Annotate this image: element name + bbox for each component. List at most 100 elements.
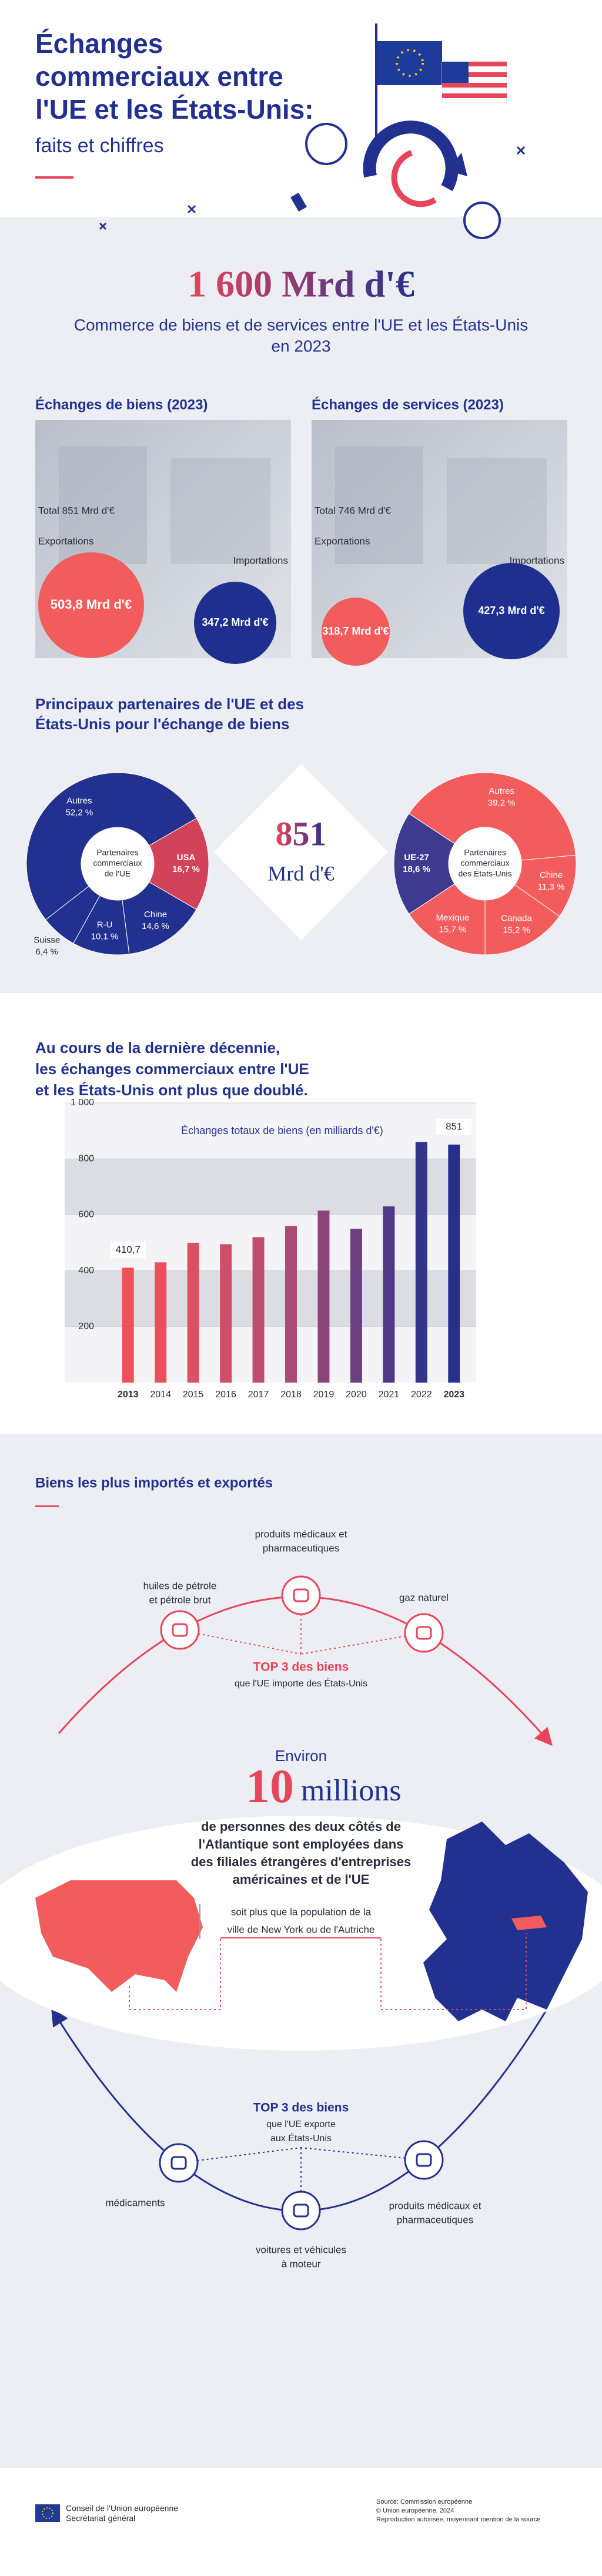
bar	[155, 1262, 167, 1383]
photo-shape	[447, 458, 547, 564]
total: Total 746 Mrd d'€	[315, 505, 391, 516]
caption-title: TOP 3 des biens	[253, 2101, 349, 2115]
footer-logo-stars	[42, 2507, 53, 2519]
icon-glyph	[170, 2156, 187, 2170]
slice-name: Canada	[501, 913, 532, 923]
plot-band	[65, 1159, 476, 1215]
center-unit: Mrd d'€	[267, 861, 334, 885]
y-tick-label: 200	[78, 1321, 94, 1331]
slice-name: UE-27	[404, 853, 429, 863]
headline-value: 1 600 Mrd d'€	[188, 263, 414, 305]
export-item: voitures et véhicules	[256, 2244, 346, 2255]
section-title: les échanges commerciaux entre l'UE	[35, 1060, 309, 1078]
exports-value: 318,7 Mrd d'€	[322, 625, 389, 637]
title: commerciaux entre	[35, 61, 283, 92]
caption: aux États-Unis	[270, 2132, 332, 2144]
jobs-text: des filiales étrangères d'entreprises	[191, 1854, 412, 1869]
eu-map	[423, 1822, 588, 2021]
icon	[281, 1575, 321, 1615]
icon	[404, 2140, 444, 2180]
pie-center-label: Partenaires	[96, 848, 139, 857]
value-label: 410,7	[115, 1244, 141, 1255]
import-item: huiles de pétrole	[143, 1580, 217, 1591]
section-title: Principaux partenaires de l'UE et des	[35, 695, 304, 713]
value-box	[436, 1118, 472, 1135]
us-map	[35, 1880, 203, 1992]
pie-hole	[81, 827, 154, 900]
pie-center-label: Partenaires	[464, 848, 506, 857]
x-tick-label: 2018	[280, 1390, 302, 1400]
accent-line	[35, 1505, 59, 1507]
austria	[511, 1916, 547, 1930]
x-tick-label: 2013	[118, 1390, 139, 1400]
section-title: et les États-Unis ont plus que doublé.	[35, 1081, 308, 1099]
pie-center-label: de l'UE	[105, 869, 131, 878]
center-value: 851	[276, 814, 327, 853]
headline-caption: en 2023	[271, 337, 330, 355]
icon	[160, 1610, 200, 1650]
export-item: pharmaceutiques	[397, 2214, 473, 2225]
slice-name: USA	[177, 853, 196, 863]
connector	[300, 2147, 424, 2161]
x-tick-label: 2015	[183, 1390, 204, 1400]
imports-circle	[194, 582, 276, 664]
bar	[350, 1229, 362, 1383]
section-title: Au cours de la dernière décennie,	[35, 1039, 280, 1056]
export-item: médicaments	[105, 2197, 165, 2208]
photo-shape	[170, 458, 270, 564]
x-tick-label: 2017	[248, 1390, 269, 1400]
jobs-text: l'Atlantique sont employées dans	[199, 1837, 404, 1852]
subtitle: faits et chiffres	[35, 135, 164, 157]
headline-caption: Commerce de biens et de services entre l…	[74, 316, 529, 334]
imports-value: 427,3 Mrd d'€	[478, 605, 544, 616]
icon-glyph	[416, 2153, 432, 2167]
export-item: produits médicaux et	[389, 2200, 481, 2211]
x-tick-label: 2022	[411, 1390, 432, 1400]
year-box	[111, 1387, 145, 1403]
bar	[448, 1144, 460, 1383]
bar	[383, 1206, 395, 1383]
slice-label: 52,2 %	[66, 807, 93, 817]
pie-center-label: commerciaux	[460, 858, 509, 868]
slice-label: 15,2 %	[503, 925, 530, 935]
bar	[252, 1237, 265, 1383]
photo-shape	[59, 447, 147, 564]
jobs-unit: millions	[301, 1774, 401, 1807]
icon	[404, 1613, 444, 1653]
panel-title: Échanges de biens (2023)	[35, 396, 208, 412]
connector	[178, 2147, 302, 2164]
pie-center-label: commerciaux	[93, 858, 142, 868]
header-illustration	[99, 24, 526, 239]
exports-label: Exportations	[38, 535, 94, 546]
y-tick-label: 600	[78, 1210, 94, 1220]
slice-name: Chine	[144, 910, 167, 920]
total: Total 851 Mrd d'€	[38, 505, 115, 516]
slice-name: Chine	[540, 870, 563, 880]
map-link	[380, 1933, 527, 2010]
icon	[159, 2143, 199, 2183]
imports-label: Importations	[233, 555, 288, 566]
chart-title: Échanges totaux de biens (en milliards d…	[181, 1125, 383, 1136]
jobs-number: 10	[246, 1759, 294, 1813]
bar	[187, 1243, 199, 1383]
slice-label: 14,6 %	[142, 921, 169, 931]
slice-name: Autres	[489, 786, 514, 796]
slice-name: Suisse	[34, 935, 60, 945]
panel-title: Échanges de services (2023)	[312, 396, 504, 412]
connector	[300, 1632, 424, 1655]
import-item: pharmaceutiques	[263, 1542, 339, 1554]
imports-circle	[463, 563, 560, 659]
slice-label: 11,3 %	[538, 882, 565, 892]
y-tick-label: 1 000	[71, 1098, 94, 1108]
slice-name: Autres	[66, 796, 92, 806]
bar	[285, 1226, 297, 1383]
accent-line	[35, 176, 73, 179]
footer-source: © Union européenne, 2024	[376, 2507, 454, 2514]
icon-glyph	[293, 2203, 309, 2218]
title: Échanges	[35, 28, 163, 59]
section-title: États-Unis pour l'échange de biens	[35, 715, 289, 733]
icon-glyph	[172, 1623, 188, 1637]
imports-value: 347,2 Mrd d'€	[202, 616, 268, 628]
